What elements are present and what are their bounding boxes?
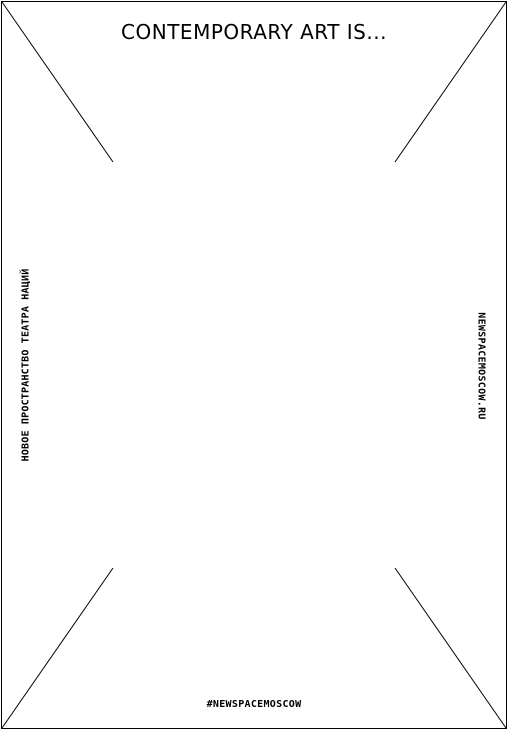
venue-name-vertical: НОВОЕ ПРОСТРАНСТВО ТЕАТРА НАЦИЙ	[20, 268, 32, 462]
hashtag-label: #NEWSPACEMOSCOW	[206, 699, 302, 710]
website-url-vertical: NEWSPACEMOSCOW.RU	[475, 312, 487, 420]
poster-title: CONTEMPORARY ART IS...	[121, 20, 387, 44]
